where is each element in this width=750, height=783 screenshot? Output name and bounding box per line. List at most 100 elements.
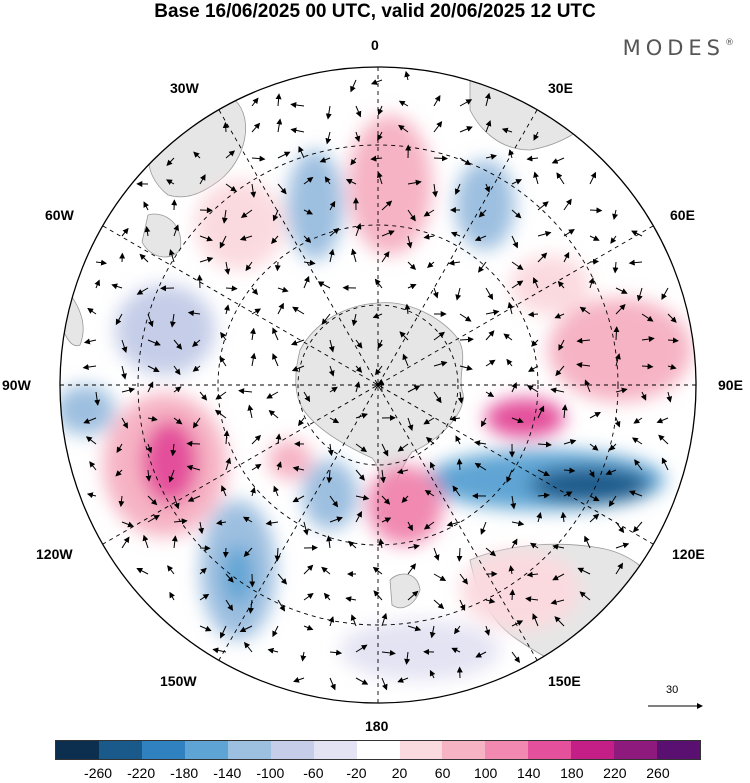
wind-arrow: [555, 365, 565, 377]
wind-arrow: [355, 365, 363, 373]
wind-arrow: [329, 495, 339, 508]
wind-arrow: [350, 248, 357, 263]
wind-arrow: [219, 625, 227, 639]
wind-arrow: [433, 120, 443, 133]
wind-arrow: [221, 209, 228, 224]
wind-arrow: [251, 434, 262, 445]
wind-arrow: [350, 79, 357, 93]
anomaly-positive-8: [510, 255, 590, 315]
wind-arrow: [381, 495, 391, 505]
wind-arrow: [398, 124, 409, 133]
wind-arrow: [563, 491, 573, 497]
new-zealand-land: [389, 573, 421, 609]
wind-arrow: [459, 313, 472, 322]
wind-arrow: [192, 339, 201, 347]
wind-arrow: [173, 386, 182, 393]
wind-arrow: [355, 105, 362, 118]
wind-arrow: [303, 209, 314, 215]
wind-arrow: [173, 495, 180, 510]
wind-arrow: [459, 364, 473, 371]
wind-arrow: [589, 258, 600, 265]
wind-arrow: [321, 313, 331, 325]
registered-mark: ®: [725, 38, 734, 48]
wind-arrow: [196, 274, 203, 289]
wind-arrow: [329, 516, 343, 523]
wind-arrow: [276, 461, 282, 471]
wind-arrow: [427, 261, 435, 269]
wind-arrow: [446, 521, 461, 527]
wind-arrow: [554, 616, 565, 627]
wind-arrow: [423, 233, 435, 240]
wind-arrow: [532, 613, 539, 627]
wind-arrow: [169, 591, 175, 601]
wind-arrow: [641, 313, 654, 322]
wind-arrow: [355, 494, 370, 501]
wind-arrow: [277, 573, 288, 585]
wind-arrow: [526, 571, 539, 578]
wind-arrow: [186, 440, 201, 447]
wind-arrow: [303, 391, 311, 403]
wind-arrow: [145, 469, 152, 482]
wind-arrow: [656, 417, 669, 424]
chart-title: Base 16/06/2025 00 UTC, valid 20/06/2025…: [154, 1, 596, 22]
wind-arrow: [407, 261, 417, 271]
wind-arrow: [501, 127, 513, 134]
wind-arrow: [166, 179, 175, 185]
wind-arrow: [532, 277, 539, 289]
wind-arrow: [277, 286, 289, 293]
wind-arrow: [589, 443, 599, 451]
wind-arrow: [576, 362, 591, 368]
wind-arrow: [511, 280, 524, 289]
colorbar-swatch: [141, 741, 185, 759]
wind-arrow: [404, 651, 411, 665]
wind-arrow: [274, 261, 281, 272]
wind-arrow: [220, 485, 227, 497]
wind-arrow: [199, 593, 210, 601]
wind-arrow: [94, 391, 101, 406]
wind-arrow: [143, 201, 149, 211]
colorbar-swatch: [528, 741, 572, 759]
wind-arrow: [511, 235, 518, 249]
anomaly-field: [60, 115, 692, 680]
wind-arrow: [407, 543, 420, 550]
wind-arrow: [401, 495, 409, 504]
wind-arrow: [634, 459, 643, 471]
wind-arrow: [485, 287, 494, 301]
anomaly-negative-4: [455, 160, 515, 250]
wind-arrow: [589, 495, 600, 502]
wind-arrow: [511, 538, 518, 549]
wind-arrow: [378, 378, 385, 393]
wind-arrow: [636, 287, 643, 302]
wind-arrow: [199, 174, 206, 185]
wind-arrow: [95, 259, 107, 266]
wind-arrow: [290, 339, 305, 346]
wind-arrow: [300, 651, 307, 662]
wind-arrow: [433, 331, 446, 341]
wind-arrow: [379, 469, 386, 484]
pole-marker: [376, 383, 380, 387]
wind-arrow: [329, 200, 336, 211]
colorbar-tick-label: 60: [434, 765, 451, 781]
wind-arrow: [293, 677, 305, 683]
wind-arrow: [86, 492, 97, 499]
wind-arrow: [372, 312, 383, 319]
wind-arrow: [272, 353, 279, 367]
wind-arrow: [186, 464, 201, 471]
wind-arrow: [577, 567, 591, 575]
wind-arrow: [327, 443, 334, 457]
wind-arrow: [243, 641, 253, 653]
wind-arrow: [406, 235, 413, 249]
wind-arrow: [615, 387, 628, 394]
wind-arrow: [511, 417, 524, 424]
wind-arrow: [272, 327, 279, 341]
wind-arrow: [614, 417, 621, 428]
map-border: [59, 66, 697, 704]
colorbar-tick-label: 180: [560, 765, 584, 781]
wind-arrow: [222, 547, 229, 558]
wind-arrow: [432, 183, 438, 198]
wind-arrow: [667, 363, 677, 370]
wind-arrow: [397, 443, 409, 452]
wind-arrow: [552, 543, 565, 550]
lon-label-90e: 90E: [718, 377, 743, 393]
wind-arrow: [407, 563, 416, 575]
